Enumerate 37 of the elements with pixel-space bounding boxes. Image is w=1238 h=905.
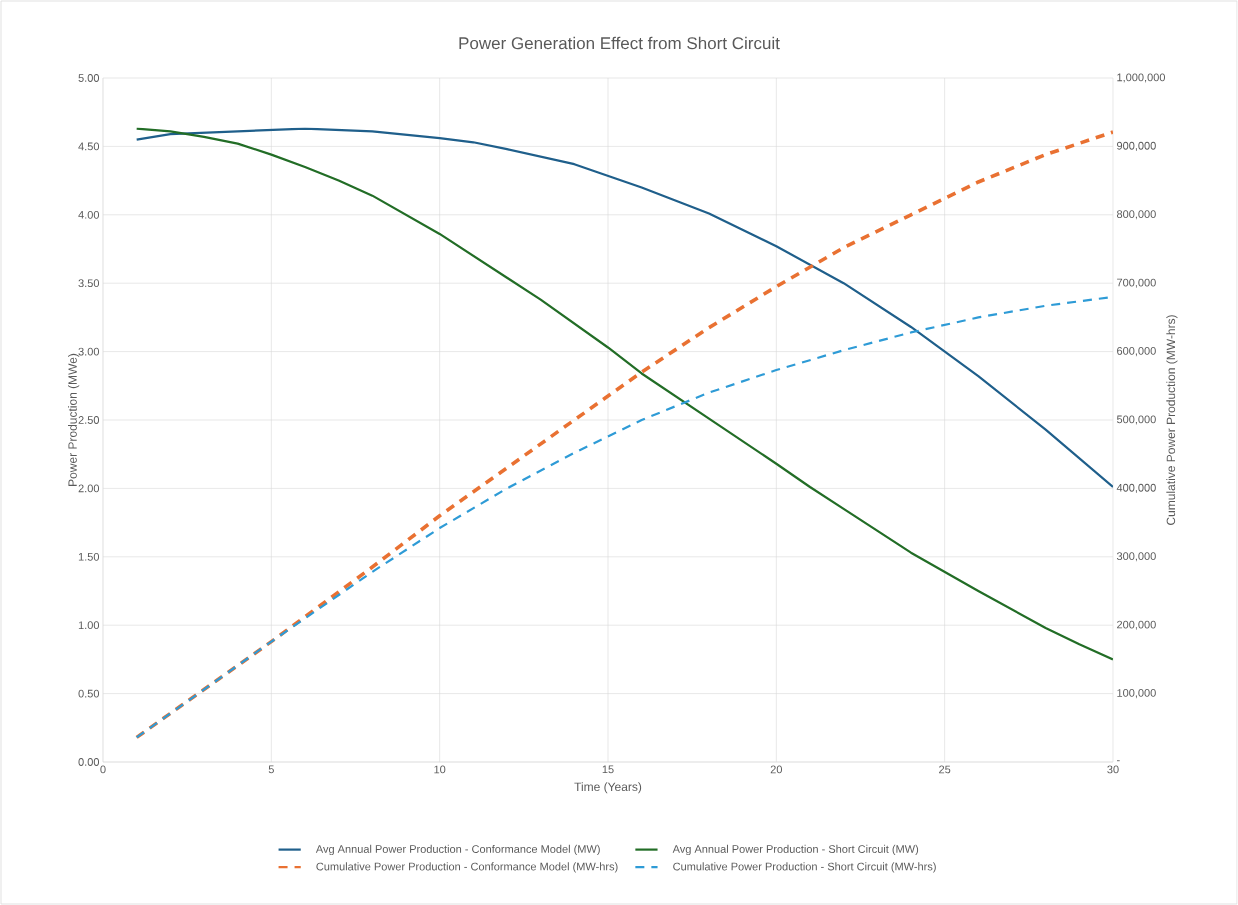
chart-title: Power Generation Effect from Short Circuit [459,36,780,50]
x-tick-label: 10 [434,765,446,774]
y2-tick-label: 700,000 [1117,278,1156,288]
legend-label: Cumulative Power Production - Conformance Model (MW-hrs) [316,862,618,873]
y2-tick-label: 600,000 [1117,347,1156,357]
x-tick-label: 0 [100,765,106,774]
y-tick-label: 5.00 [78,74,100,82]
x-tick-label: 5 [268,765,274,774]
y2-tick-label: 100,000 [1117,689,1156,699]
x-axis-title: Time (Years) [574,782,642,794]
y2-tick-label: 500,000 [1116,415,1156,425]
y2-tick-label: 200,000 [1117,620,1156,630]
y-tick-label: 2.00 [78,484,100,493]
x-tick-label: 15 [602,765,614,774]
x-tick-label: 25 [939,765,951,774]
line-series [135,127,1113,489]
legend-label: Cumulative Power Production - Short Circuit (MW-hrs) [673,862,936,873]
y2-tick-label: 300,000 [1116,552,1156,562]
y-tick-label: 0.00 [78,758,100,766]
y-tick-label: 3.50 [78,279,100,288]
y-tick-label: 1.50 [78,552,100,561]
legend-label: Avg Annual Power Production - Short Circuit (MW) [672,844,919,856]
y-tick-label: 4.50 [78,142,100,151]
x-tick-label: 30 [1107,765,1119,774]
y-tick-label: 2.50 [78,416,100,424]
x-tick-label: 20 [770,765,782,774]
y2-tick-label: 800,000 [1116,210,1156,220]
legend-label: Avg Annual Power Production - Conformance Model (MW) [315,844,600,856]
y-tick-label: 3.00 [78,347,100,356]
y2-tick-label: 1,000,000 [1117,73,1165,83]
y-tick-label: 1.00 [78,621,100,630]
y2-tick-label: 400,000 [1116,483,1156,493]
y2-axis-title: Cumulative Power Production (MW-hrs) [1166,315,1178,525]
y2-tick-label: - [1117,760,1120,762]
y2-tick-label: 900,000 [1117,141,1156,151]
y-tick-label: 4.00 [78,210,100,219]
y-tick-label: 0.50 [78,689,100,698]
